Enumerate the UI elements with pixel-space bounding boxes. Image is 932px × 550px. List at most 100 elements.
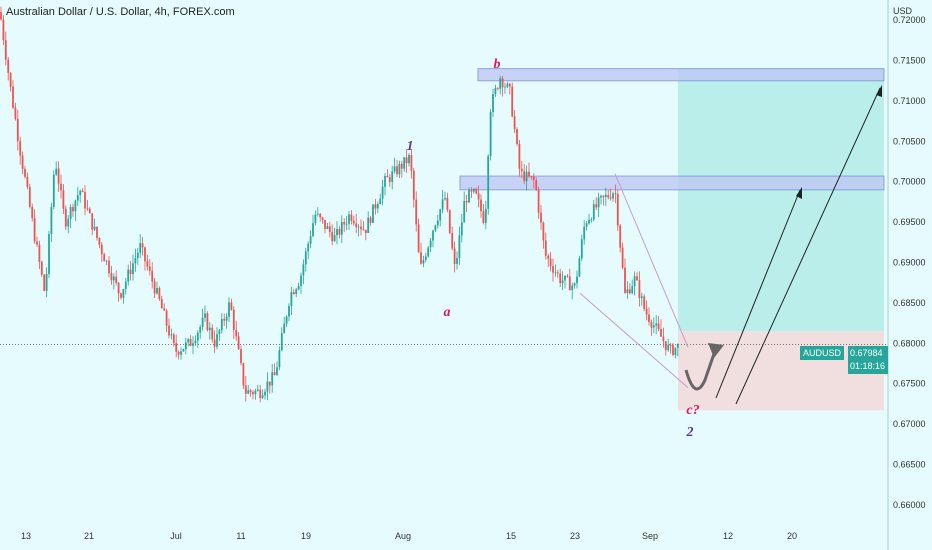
candle-body	[480, 199, 482, 212]
candle-body	[619, 225, 622, 248]
candle-body	[564, 275, 566, 281]
y-tick-label: 0.66000	[893, 500, 926, 510]
candle-body	[573, 283, 576, 286]
y-tick-label: 0.70500	[893, 136, 926, 146]
candle-body	[393, 166, 396, 172]
candle-body	[604, 194, 607, 197]
candle-body	[160, 298, 163, 309]
candle-body	[333, 235, 336, 242]
candle-body	[43, 274, 46, 291]
candle-body	[492, 94, 494, 113]
target-arrow-1	[715, 189, 801, 399]
candle-body	[631, 286, 634, 294]
candle-body	[316, 213, 319, 215]
candle-body	[247, 390, 250, 394]
candle-body	[72, 206, 74, 212]
candle-body	[672, 344, 674, 355]
candle-body	[177, 351, 180, 355]
target-zone	[678, 68, 884, 332]
candle-body	[201, 317, 204, 327]
candle-body	[554, 272, 557, 274]
candle-body	[153, 281, 156, 294]
candle-body	[36, 241, 38, 245]
candle-body	[612, 193, 614, 199]
candle-body	[249, 390, 252, 393]
candle-body	[446, 197, 449, 211]
candle-body	[288, 305, 290, 317]
candle-body	[352, 220, 355, 224]
candle-body	[525, 171, 528, 182]
candle-body	[304, 251, 307, 265]
y-tick-label: 0.67000	[893, 419, 926, 429]
candle-body	[532, 176, 535, 181]
wave-label-b: b	[494, 57, 501, 72]
candle-body	[100, 244, 103, 255]
candle-body	[609, 197, 612, 199]
candle-body	[571, 285, 574, 291]
candle-body	[129, 269, 132, 275]
candle-body	[367, 217, 370, 233]
resistance-zone-lower	[459, 175, 885, 191]
bar-countdown: 01:18:16	[850, 361, 886, 371]
candle-body	[552, 266, 554, 273]
candle-body	[513, 116, 516, 130]
candle-body	[120, 293, 122, 298]
candle-body	[496, 88, 499, 89]
candle-body	[2, 19, 5, 41]
candle-body	[415, 199, 418, 225]
candle-body	[146, 261, 149, 267]
candle-body	[674, 347, 677, 355]
x-tick-label: 13	[21, 531, 31, 541]
candle-body	[218, 330, 221, 335]
candle-body	[600, 195, 602, 198]
candle-body	[660, 328, 662, 337]
candle-body	[204, 313, 206, 318]
candle-body	[621, 247, 624, 268]
candle-body	[259, 389, 262, 398]
candle-body	[343, 222, 346, 225]
candle-body	[57, 168, 60, 184]
candle-body	[62, 190, 65, 209]
candle-body	[396, 166, 398, 175]
candle-body	[417, 224, 420, 253]
candle-body	[117, 282, 120, 294]
candle-body	[360, 226, 362, 230]
wave-label-c: c?	[686, 403, 699, 418]
candle-body	[595, 204, 598, 208]
candle-body	[182, 349, 185, 352]
candle-body	[141, 243, 144, 248]
candle-body	[561, 280, 564, 283]
candle-body	[624, 267, 626, 293]
x-tick-label: Jul	[170, 531, 182, 541]
candle-body	[189, 339, 192, 346]
wave-label-1: 1	[407, 139, 414, 154]
candle-body	[506, 83, 509, 87]
candle-body	[420, 252, 422, 264]
candle-body	[295, 289, 298, 294]
candle-body	[364, 229, 367, 233]
candle-body	[223, 318, 226, 321]
candle-body	[16, 118, 19, 142]
candle-body	[242, 363, 245, 386]
candle-body	[369, 217, 372, 223]
candle-body	[148, 266, 151, 271]
candle-body	[460, 222, 463, 236]
candle-body	[436, 220, 439, 226]
candle-body	[122, 289, 125, 298]
candle-body	[26, 176, 29, 187]
candle-body	[55, 168, 58, 175]
candle-body	[566, 275, 569, 277]
candle-body	[504, 86, 506, 88]
candle-body	[451, 232, 454, 249]
candle-body	[127, 269, 130, 282]
candle-body	[374, 204, 377, 209]
y-tick-label: 0.69500	[893, 217, 926, 227]
y-tick-label: 0.71000	[893, 96, 926, 106]
candle-body	[458, 235, 461, 258]
candle-body	[662, 336, 665, 342]
candle-body	[240, 349, 242, 364]
candle-body	[208, 327, 211, 331]
candle-body	[7, 59, 10, 73]
candle-body	[412, 170, 415, 200]
